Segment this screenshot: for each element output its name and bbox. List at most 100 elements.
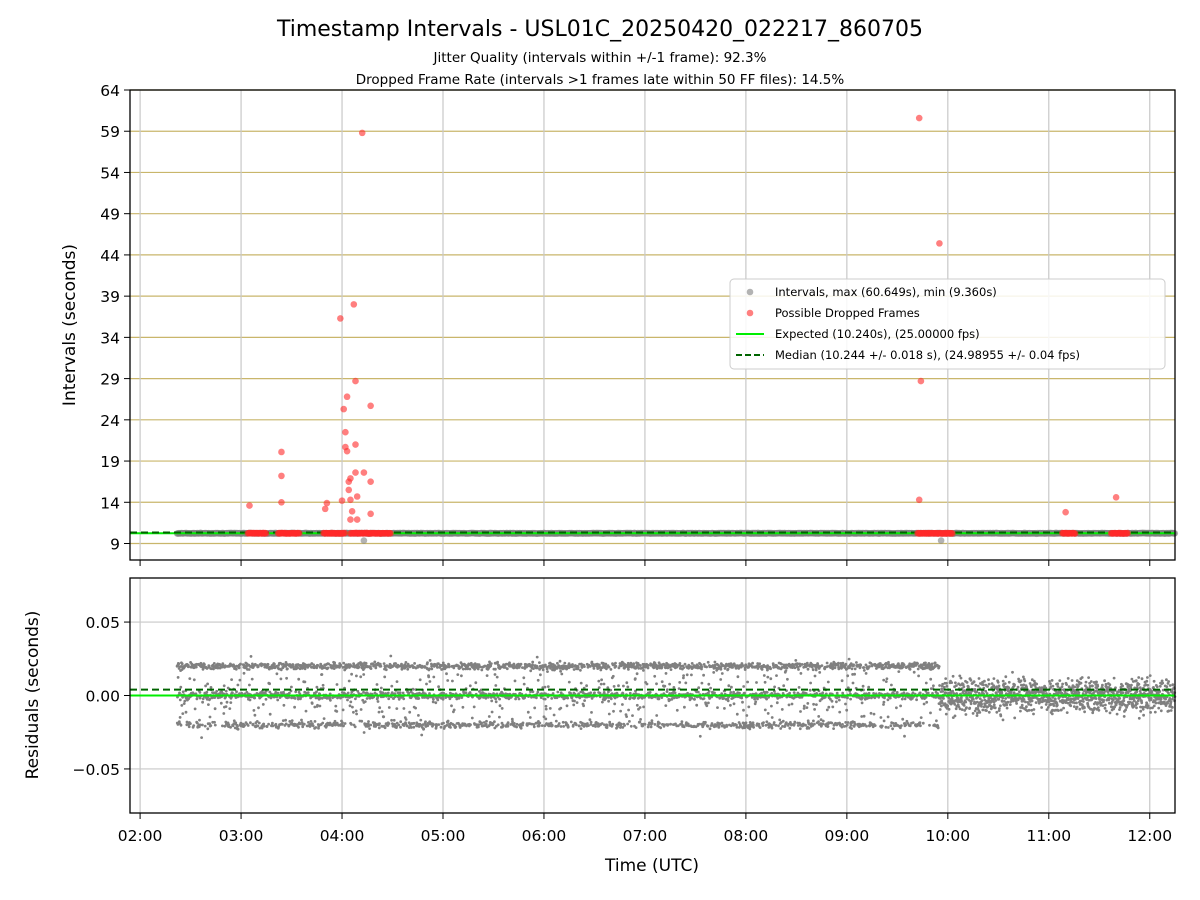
legend-label-intervals: Intervals, max (60.649s), min (9.360s) (775, 285, 997, 299)
residual-point (519, 662, 523, 666)
residual-point (327, 662, 330, 666)
residual-point (766, 664, 769, 668)
residual-point (437, 662, 440, 666)
residual-point (281, 719, 285, 722)
residual-point (531, 660, 535, 664)
residual-point (649, 725, 653, 729)
residual-point (298, 722, 302, 726)
residual-point (238, 692, 241, 696)
residual-point (611, 674, 615, 678)
residual-point (382, 692, 385, 696)
residual-point (601, 700, 604, 704)
residual-point (389, 654, 393, 658)
residual-point (598, 663, 601, 667)
residual-point (559, 669, 562, 673)
residual-point (621, 703, 624, 706)
residual-point (623, 724, 626, 727)
residual-point (523, 696, 526, 700)
residual-point (512, 662, 516, 666)
residual-point (180, 704, 184, 707)
dropped-frame-point (367, 478, 374, 485)
residual-point (539, 673, 542, 677)
residual-point (184, 710, 188, 714)
residual-point (363, 700, 367, 703)
residual-point (303, 667, 307, 671)
residual-point (544, 717, 548, 721)
residual-point (731, 666, 734, 669)
residual-point (384, 668, 388, 672)
residual-point (253, 713, 257, 717)
residual-point (408, 710, 412, 714)
residual-point (264, 697, 268, 701)
residual-point (362, 731, 366, 734)
residual-point (273, 662, 276, 666)
residual-point (487, 715, 491, 718)
residual-point (593, 691, 596, 695)
dropped-frame-point (321, 505, 329, 513)
residual-point (182, 702, 186, 705)
residual-point (342, 724, 345, 728)
residual-point (489, 662, 493, 665)
residual-point (485, 719, 488, 723)
residual-point (361, 698, 365, 702)
residual-point (720, 692, 724, 696)
residual-point (364, 661, 368, 665)
residual-point (239, 662, 242, 666)
residual-point (390, 718, 393, 722)
residual-point (765, 666, 769, 670)
residual-point (498, 697, 501, 701)
residual-point (726, 699, 730, 703)
residual-point (210, 667, 213, 671)
residual-point (238, 678, 242, 682)
residual-point (446, 719, 450, 723)
residual-point (300, 718, 303, 722)
residual-point (430, 667, 434, 671)
residual-point (176, 676, 180, 679)
residual-point (478, 665, 482, 669)
residual-point (699, 696, 703, 700)
residual-point (192, 678, 196, 682)
residual-point (544, 692, 547, 696)
residual-point (554, 719, 558, 723)
residual-point (546, 670, 549, 673)
residual-point (247, 668, 251, 671)
residual-point (597, 686, 601, 689)
intervals-y-tick-label: 44 (100, 247, 120, 265)
residual-point (189, 722, 192, 725)
residual-point (320, 673, 324, 676)
residual-point (582, 725, 586, 728)
residual-point (469, 723, 472, 727)
residual-point (496, 660, 499, 664)
residual-point (543, 685, 547, 689)
residual-point (410, 726, 413, 729)
residual-point (449, 726, 452, 729)
residual-point (399, 720, 403, 724)
residual-point (740, 696, 744, 700)
intervals-y-tick-label: 49 (100, 206, 120, 224)
residual-point (447, 663, 451, 667)
residual-point (206, 727, 210, 731)
residual-point (374, 666, 378, 670)
residual-point (181, 695, 185, 699)
residual-point (614, 661, 617, 665)
residual-point (436, 666, 439, 669)
dropped-frame-point (936, 240, 943, 247)
residual-point (540, 724, 544, 727)
residual-point (544, 704, 548, 708)
residual-point (296, 697, 300, 701)
residual-point (249, 655, 253, 658)
residual-point (227, 723, 231, 727)
residual-point (758, 662, 762, 666)
residual-point (229, 701, 233, 704)
residual-point (494, 667, 497, 671)
residual-point (760, 668, 764, 671)
residual-point (663, 684, 667, 688)
residual-point (194, 692, 198, 696)
residual-point (255, 720, 259, 723)
residual-point (735, 725, 739, 729)
residual-point (225, 700, 229, 704)
residual-point (368, 727, 371, 730)
residual-point (513, 679, 517, 683)
residual-point (657, 697, 661, 701)
residual-point (400, 662, 403, 666)
